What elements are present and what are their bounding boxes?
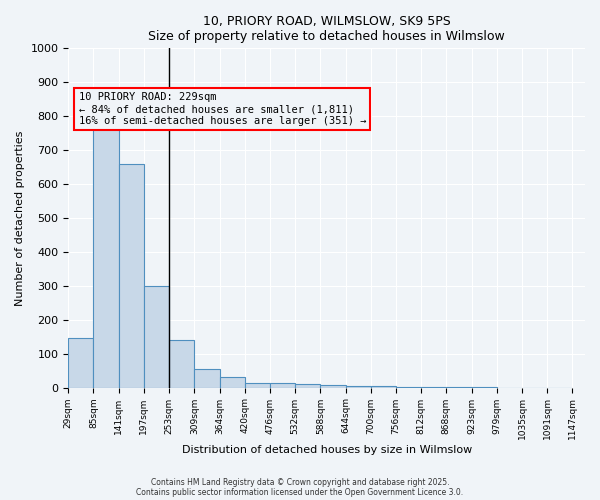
Bar <box>169 340 194 388</box>
Bar <box>245 382 270 388</box>
Bar <box>194 369 220 388</box>
Text: 10 PRIORY ROAD: 229sqm
← 84% of detached houses are smaller (1,811)
16% of semi-: 10 PRIORY ROAD: 229sqm ← 84% of detached… <box>79 92 366 126</box>
Bar <box>295 384 320 388</box>
Bar <box>220 378 245 388</box>
Bar <box>472 386 497 388</box>
Bar <box>68 338 94 388</box>
Bar <box>94 116 119 388</box>
Title: 10, PRIORY ROAD, WILMSLOW, SK9 5PS
Size of property relative to detached houses : 10, PRIORY ROAD, WILMSLOW, SK9 5PS Size … <box>148 15 505 43</box>
X-axis label: Distribution of detached houses by size in Wilmslow: Distribution of detached houses by size … <box>182 445 472 455</box>
Text: Contains HM Land Registry data © Crown copyright and database right 2025.
Contai: Contains HM Land Registry data © Crown c… <box>136 478 464 497</box>
Bar <box>346 386 371 388</box>
Bar <box>371 386 396 388</box>
Bar <box>320 385 346 388</box>
Bar <box>119 164 144 388</box>
Bar <box>144 286 169 388</box>
Bar <box>270 382 295 388</box>
Y-axis label: Number of detached properties: Number of detached properties <box>15 130 25 306</box>
Bar <box>396 386 421 388</box>
